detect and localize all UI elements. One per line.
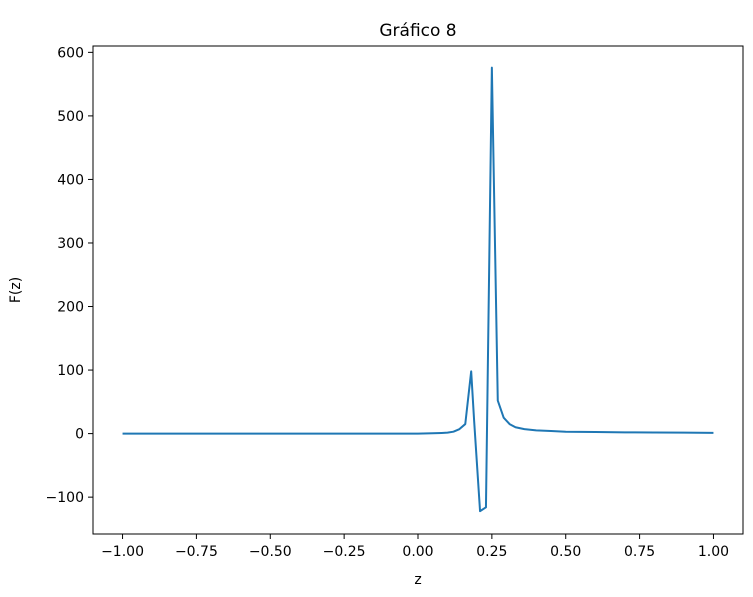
y-tick-label: 0 — [75, 427, 84, 443]
x-tick-label: −0.25 — [323, 544, 366, 560]
y-tick-label: 600 — [57, 45, 84, 61]
y-tick-label: 100 — [57, 363, 84, 379]
x-tick-label: −1.00 — [101, 544, 144, 560]
series-layer — [122, 66, 714, 513]
y-tick-label: −100 — [46, 490, 84, 506]
y-tick-label: 400 — [57, 172, 84, 188]
plot-frame — [92, 45, 744, 535]
x-axis-ticks: −1.00 −0.75 −0.50 −0.25 0.00 0.25 0.50 0.75 1.00 — [101, 534, 729, 560]
x-tick-label: 0.25 — [476, 544, 507, 560]
chart-title: Gráfico 8 — [379, 21, 456, 41]
x-tick-label: 0.50 — [550, 544, 581, 560]
x-axis-label: z — [414, 572, 421, 588]
y-axis-ticks: −100 0 100 200 300 400 500 600 — [46, 45, 93, 506]
series-line — [122, 66, 714, 513]
x-tick-label: 0.00 — [402, 544, 433, 560]
x-tick-label: 0.75 — [624, 544, 655, 560]
x-tick-label: 1.00 — [698, 544, 729, 560]
x-tick-label: −0.50 — [249, 544, 292, 560]
y-tick-label: 500 — [57, 109, 84, 125]
y-tick-label: 200 — [57, 300, 84, 316]
x-tick-label: −0.75 — [175, 544, 218, 560]
y-tick-label: 300 — [57, 236, 84, 252]
y-axis-label: F(z) — [8, 277, 24, 303]
